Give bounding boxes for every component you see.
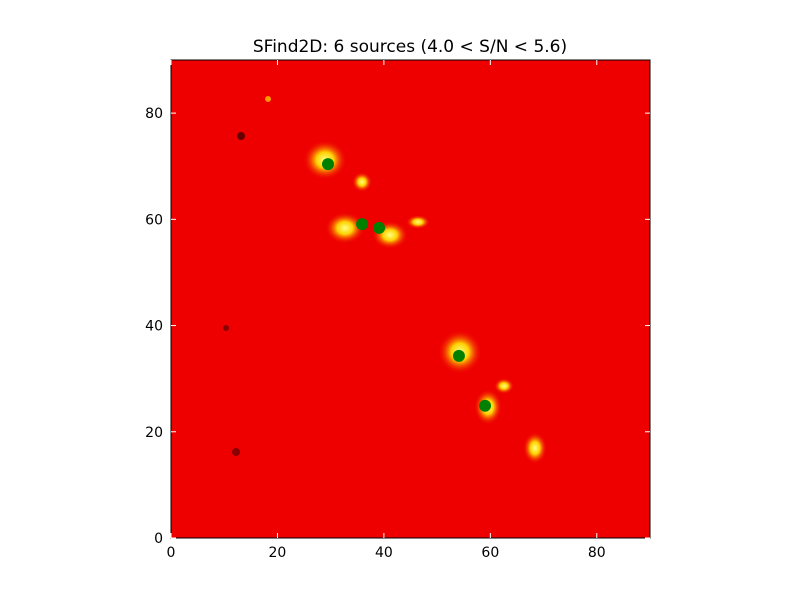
y-tick-label: 80: [145, 106, 163, 122]
chart-title: SFind2D: 6 sources (4.0 < S/N < 5.6): [253, 37, 567, 57]
x-tick-label: 20: [269, 545, 287, 561]
x-tick-label: 0: [167, 545, 176, 561]
y-tick-label: 40: [145, 319, 163, 335]
heatmap: [171, 60, 650, 538]
x-tick-label: 60: [481, 545, 499, 561]
source-marker: [452, 349, 465, 362]
y-tick-label: 60: [145, 212, 163, 228]
source-marker: [373, 221, 386, 234]
axes-frame: [170, 59, 651, 539]
x-tick-label: 80: [588, 545, 606, 561]
x-tick-label: 40: [375, 545, 393, 561]
y-tick-label: 0: [154, 531, 163, 547]
source-marker: [322, 158, 335, 171]
y-tick-label: 20: [145, 425, 163, 441]
source-marker: [356, 218, 369, 231]
source-marker: [479, 399, 492, 412]
